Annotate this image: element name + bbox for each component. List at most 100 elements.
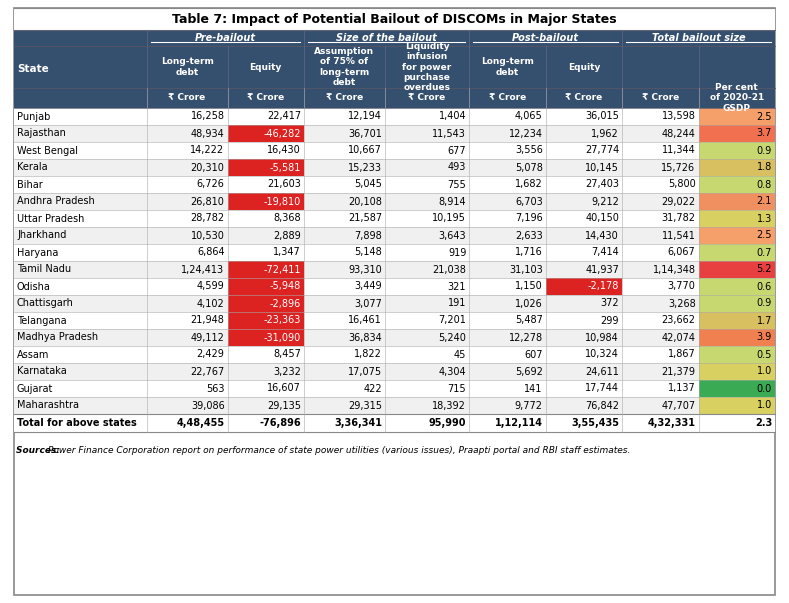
Text: ₹ Crore: ₹ Crore (565, 93, 603, 103)
Bar (14, 125, 775, 142)
Text: 5,045: 5,045 (354, 180, 382, 189)
Text: 41,937: 41,937 (585, 265, 619, 274)
Bar (227, 261, 304, 278)
Text: 2,429: 2,429 (196, 350, 225, 359)
Bar (14, 261, 775, 278)
Text: 0.5: 0.5 (757, 350, 772, 359)
Text: 321: 321 (447, 282, 466, 291)
Text: 20,108: 20,108 (348, 197, 382, 206)
Text: 4,065: 4,065 (515, 112, 543, 121)
Text: 5,800: 5,800 (667, 180, 696, 189)
Text: 93,310: 93,310 (348, 265, 382, 274)
Text: 21,587: 21,587 (348, 213, 382, 224)
Bar (698, 397, 775, 414)
Text: 1,716: 1,716 (515, 247, 543, 257)
Text: 10,324: 10,324 (585, 350, 619, 359)
Bar (227, 193, 304, 210)
Bar (227, 329, 304, 346)
Text: 0.9: 0.9 (757, 298, 772, 309)
Text: 47,707: 47,707 (661, 400, 696, 411)
Text: 3,36,341: 3,36,341 (334, 418, 382, 428)
Text: 11,541: 11,541 (662, 230, 696, 241)
Text: 12,194: 12,194 (348, 112, 382, 121)
Text: 22,417: 22,417 (267, 112, 301, 121)
Text: 0.0: 0.0 (757, 384, 772, 394)
Text: -31,090: -31,090 (264, 332, 301, 343)
Text: 7,414: 7,414 (592, 247, 619, 257)
Text: Liquidity
infusion
for power
purchase
overdues: Liquidity infusion for power purchase ov… (402, 42, 452, 92)
Text: Sources:: Sources: (16, 446, 63, 455)
Text: 16,461: 16,461 (348, 315, 382, 326)
Text: 3,770: 3,770 (667, 282, 696, 291)
Text: 0.9: 0.9 (757, 145, 772, 156)
Bar (546, 278, 622, 295)
Text: 372: 372 (600, 298, 619, 309)
Text: 0.6: 0.6 (757, 282, 772, 291)
Text: 299: 299 (600, 315, 619, 326)
Text: West Bengal: West Bengal (17, 145, 78, 156)
Text: ₹ Crore: ₹ Crore (409, 93, 446, 103)
Text: 2.5: 2.5 (757, 112, 772, 121)
Text: 6,726: 6,726 (196, 180, 225, 189)
Text: -76,896: -76,896 (260, 418, 301, 428)
Text: 31,103: 31,103 (509, 265, 543, 274)
Bar (14, 278, 775, 295)
Text: 29,315: 29,315 (348, 400, 382, 411)
Text: 1,12,114: 1,12,114 (495, 418, 543, 428)
Text: 1.8: 1.8 (757, 162, 772, 172)
Text: Rajasthan: Rajasthan (17, 128, 65, 139)
Text: 4,48,455: 4,48,455 (177, 418, 225, 428)
Text: 4,102: 4,102 (196, 298, 225, 309)
Text: 22,767: 22,767 (190, 367, 225, 376)
Text: 2.3: 2.3 (755, 418, 772, 428)
Text: 23,662: 23,662 (661, 315, 696, 326)
Text: 1,404: 1,404 (439, 112, 466, 121)
Text: 13,598: 13,598 (662, 112, 696, 121)
Text: Jharkhand: Jharkhand (17, 230, 66, 241)
Text: 422: 422 (363, 384, 382, 394)
Bar (698, 159, 775, 176)
Text: 42,074: 42,074 (661, 332, 696, 343)
Text: Long-term
debt: Long-term debt (161, 57, 214, 77)
Bar (227, 312, 304, 329)
Text: -2,178: -2,178 (588, 282, 619, 291)
Text: 6,864: 6,864 (197, 247, 225, 257)
Text: -19,810: -19,810 (264, 197, 301, 206)
Text: 12,234: 12,234 (509, 128, 543, 139)
Text: 15,233: 15,233 (348, 162, 382, 172)
Text: 3,556: 3,556 (514, 145, 543, 156)
Text: 0.7: 0.7 (757, 247, 772, 257)
Bar (227, 125, 304, 142)
Text: Size of the bailout: Size of the bailout (336, 33, 437, 43)
Text: 31,782: 31,782 (661, 213, 696, 224)
Bar (14, 295, 775, 312)
Text: 36,701: 36,701 (348, 128, 382, 139)
Text: 7,201: 7,201 (439, 315, 466, 326)
Bar (14, 210, 775, 227)
Text: 8,368: 8,368 (273, 213, 301, 224)
Text: ₹ Crore: ₹ Crore (641, 93, 679, 103)
Text: Post-bailout: Post-bailout (512, 33, 579, 43)
Text: 755: 755 (447, 180, 466, 189)
Text: 6,703: 6,703 (515, 197, 543, 206)
Text: 493: 493 (448, 162, 466, 172)
Text: Table 7: Impact of Potential Bailout of DISCOMs in Major States: Table 7: Impact of Potential Bailout of … (172, 13, 617, 25)
Text: 1,682: 1,682 (515, 180, 543, 189)
Text: 95,990: 95,990 (428, 418, 466, 428)
Text: Odisha: Odisha (17, 282, 50, 291)
Text: 3,55,435: 3,55,435 (571, 418, 619, 428)
Text: Tamil Nadu: Tamil Nadu (17, 265, 71, 274)
Text: Haryana: Haryana (17, 247, 58, 257)
Text: 17,075: 17,075 (348, 367, 382, 376)
Text: Equity: Equity (249, 63, 282, 72)
Bar (698, 108, 775, 125)
Bar (698, 346, 775, 363)
Text: Assam: Assam (17, 350, 50, 359)
Text: -5,581: -5,581 (270, 162, 301, 172)
Text: 677: 677 (447, 145, 466, 156)
Text: 3,232: 3,232 (273, 367, 301, 376)
Bar (227, 278, 304, 295)
Bar (14, 329, 775, 346)
Bar (14, 108, 775, 125)
Text: 3.7: 3.7 (757, 128, 772, 139)
